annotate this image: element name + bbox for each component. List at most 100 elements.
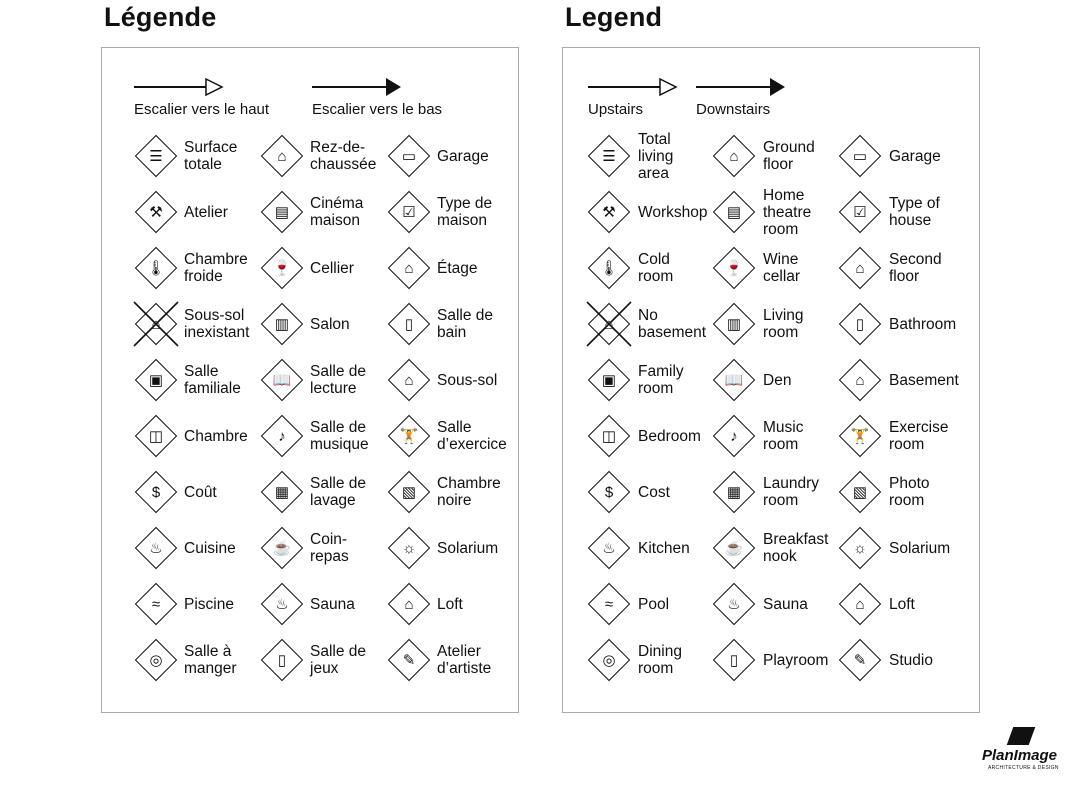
coffee-cup-icon: ☕	[260, 526, 304, 570]
legend-item-label: Cinéma maison	[310, 195, 364, 229]
legend-item: ▭ Garage	[387, 128, 518, 184]
weightlifter-icon: 🏋	[387, 414, 431, 458]
total-area-icon: ☰	[134, 134, 178, 178]
house-type-icon: ☑	[387, 190, 431, 234]
legend-item-label: Dining room	[638, 643, 682, 677]
legend-item: ⌂ Second floor	[838, 240, 969, 296]
legend-item: ⌂ Loft	[838, 576, 969, 632]
legend-item: ▦ Laundry room	[712, 464, 839, 520]
legend-item-label: Piscine	[184, 595, 234, 613]
legend-item: ▧ Chambre noire	[387, 464, 518, 520]
home-theatre-icon: ▤	[260, 190, 304, 234]
thermometer-icon: 🌡	[587, 246, 631, 290]
coffee-cup-icon: ☕	[712, 526, 756, 570]
planimage-logo: PlanImage ARCHITECTURE & DESIGN	[980, 725, 1075, 775]
legend-item: ⌂ Ground floor	[712, 128, 839, 184]
stairs-up-arrow-icon	[134, 78, 224, 96]
legend-item-label: Den	[763, 371, 792, 389]
legend-item: ☰ Total living area	[587, 128, 713, 184]
home-theatre-icon: ▤	[712, 190, 756, 234]
legend-title-english: Legend	[565, 2, 663, 32]
legend-item-label: Family room	[638, 363, 684, 397]
legend-item: 🏋 Salle d’exercice	[387, 408, 518, 464]
legend-item-label: Salon	[310, 315, 350, 333]
legend-item: ♪ Salle de musique	[260, 408, 388, 464]
bed-icon: ◫	[587, 414, 631, 458]
stairs-down-arrow-icon	[696, 78, 786, 96]
legend-item-label: Sous-sol inexistant	[184, 307, 250, 341]
camera-icon: ▧	[387, 470, 431, 514]
legend-item: ☼ Solarium	[387, 520, 518, 576]
legend-item: ⌂ Loft	[387, 576, 518, 632]
plate-cutlery-icon: ◎	[587, 638, 631, 682]
laundry-icon: ▦	[712, 470, 756, 514]
house-type-icon: ☑	[838, 190, 882, 234]
music-note-icon: ♪	[712, 414, 756, 458]
garage-icon: ▭	[838, 134, 882, 178]
legend-item: ▯ Salle de bain	[387, 296, 518, 352]
legend-item: ♨ Sauna	[712, 576, 839, 632]
legend-item: ✎ Studio	[838, 632, 969, 688]
legend-item: ☕ Breakfast nook	[712, 520, 839, 576]
legend-item-label: Cuisine	[184, 539, 236, 557]
playroom-icon: ▯	[260, 638, 304, 682]
legend-item: $ Coût	[134, 464, 261, 520]
legend-item: ▣ Salle familiale	[134, 352, 261, 408]
playroom-icon: ▯	[712, 638, 756, 682]
legend-item: ⌂Sous-sol inexistant	[133, 296, 261, 352]
wine-icon: 🍷	[260, 246, 304, 290]
legend-item: ♨ Sauna	[260, 576, 388, 632]
legend-item: ≈ Pool	[587, 576, 713, 632]
legend-item-label: Étage	[437, 259, 478, 277]
legend-item: ▯ Salle de jeux	[260, 632, 388, 688]
legend-item: ▭ Garage	[838, 128, 969, 184]
wine-icon: 🍷	[712, 246, 756, 290]
legend-item-label: Playroom	[763, 651, 829, 669]
legend-item: ▤ Cinéma maison	[260, 184, 388, 240]
legend-grid: ☰ Surface totale ⌂ Rez-de- chaussée ▭ Garage ⚒…	[133, 128, 518, 688]
thermometer-icon: 🌡	[134, 246, 178, 290]
legend-item: 📖 Salle de lecture	[260, 352, 388, 408]
legend-item: ♨ Cuisine	[134, 520, 261, 576]
legend-item-label: Coin- repas	[310, 531, 349, 565]
logo-name: PlanImage	[982, 747, 1058, 764]
legend-item: ◫ Bedroom	[587, 408, 713, 464]
legend-item-label: Garage	[889, 147, 941, 165]
legend-item: ⌂ Rez-de- chaussée	[260, 128, 388, 184]
legend-item-label: Solarium	[437, 539, 499, 557]
legend-item: ▥ Living room	[712, 296, 839, 352]
sofa-icon: ▥	[712, 302, 756, 346]
legend-panel-french: Escalier vers le haut Escalier vers le b…	[101, 47, 519, 713]
legend-item: ☑ Type of house	[838, 184, 969, 240]
stairs-up-label: Upstairs	[588, 101, 644, 118]
legend-item: 🍷 Cellier	[260, 240, 388, 296]
legend-item-label: Salle familiale	[184, 363, 241, 397]
legend-item-label: Sauna	[763, 595, 808, 613]
legend-item-label: Cost	[638, 483, 670, 501]
tv-icon: ▣	[587, 358, 631, 402]
legend-item-label: Home theatre room	[763, 186, 812, 238]
legend-item: ⚒ Atelier	[134, 184, 261, 240]
legend-item-label: Studio	[889, 651, 933, 669]
legend-item-label: Wine cellar	[763, 251, 801, 285]
legend-item: ◫ Chambre	[134, 408, 261, 464]
legend-item: $ Cost	[587, 464, 713, 520]
legend-item-label: Atelier	[184, 203, 228, 221]
hammer-icon: ⚒	[587, 190, 631, 234]
legend-item-label: Atelier d’artiste	[437, 643, 492, 677]
ground-floor-icon: ⌂	[260, 134, 304, 178]
legend-grid: ☰ Total living area ⌂ Ground floor ▭ Garage ⚒ W…	[586, 128, 969, 688]
hammer-icon: ⚒	[134, 190, 178, 234]
legend-item-label: Kitchen	[638, 539, 690, 557]
legend-item-label: Sauna	[310, 595, 355, 613]
legend-item-label: Coût	[184, 483, 217, 501]
legend-item: ◎ Dining room	[587, 632, 713, 688]
swimmer-icon: ≈	[134, 582, 178, 626]
legend-item-label: Garage	[437, 147, 489, 165]
legend-item-label: Sous-sol	[437, 371, 498, 389]
book-icon: 📖	[260, 358, 304, 402]
stairs-down-label: Downstairs	[696, 101, 771, 118]
legend-item-label: Salle à manger	[184, 643, 237, 677]
logo-tagline: ARCHITECTURE & DESIGN	[988, 765, 1059, 771]
legend-item-label: Bathroom	[889, 315, 957, 333]
